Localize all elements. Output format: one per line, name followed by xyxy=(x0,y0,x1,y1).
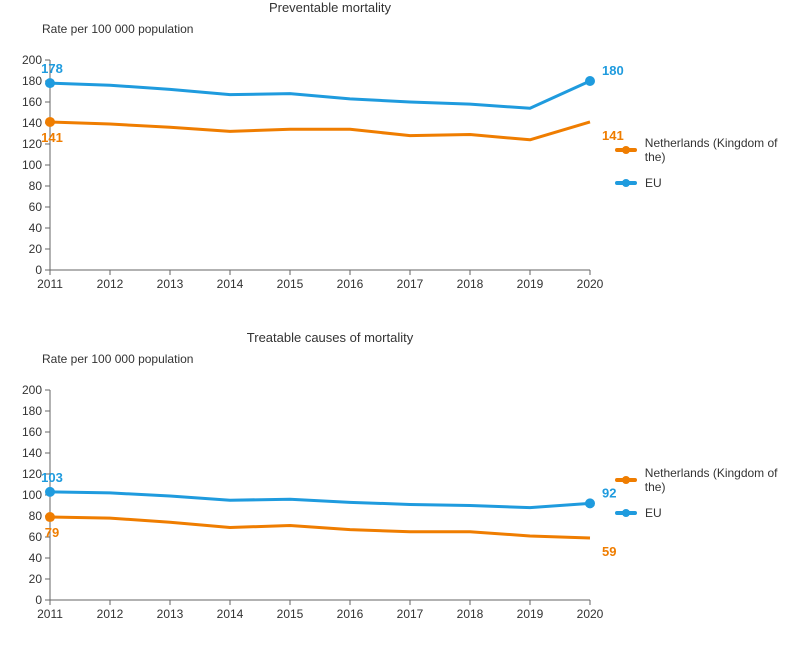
svg-text:2016: 2016 xyxy=(337,607,364,621)
svg-text:20: 20 xyxy=(29,572,43,586)
svg-text:120: 120 xyxy=(22,467,42,481)
svg-text:200: 200 xyxy=(22,53,42,67)
series-marker-eu xyxy=(585,76,595,86)
series-marker-eu xyxy=(585,498,595,508)
svg-text:80: 80 xyxy=(29,509,43,523)
series-line-eu xyxy=(50,492,590,508)
svg-text:60: 60 xyxy=(29,200,43,214)
endpoint-label-start-eu: 178 xyxy=(41,61,63,76)
svg-text:2016: 2016 xyxy=(337,277,364,291)
svg-text:2013: 2013 xyxy=(157,277,184,291)
series-marker-eu xyxy=(45,78,55,88)
svg-text:100: 100 xyxy=(22,158,42,172)
endpoint-label-start-eu: 103 xyxy=(41,470,63,485)
svg-text:2013: 2013 xyxy=(157,607,184,621)
endpoint-label-start-nl: 141 xyxy=(41,130,63,145)
legend-swatch-eu xyxy=(615,181,637,185)
svg-text:100: 100 xyxy=(22,488,42,502)
series-marker-eu xyxy=(45,487,55,497)
svg-text:2017: 2017 xyxy=(397,607,424,621)
legend-swatch-nl xyxy=(615,478,637,482)
svg-text:80: 80 xyxy=(29,179,43,193)
y-axis-label: Rate per 100 000 population xyxy=(42,22,193,36)
svg-text:160: 160 xyxy=(22,95,42,109)
svg-text:2015: 2015 xyxy=(277,607,304,621)
svg-text:2011: 2011 xyxy=(37,607,63,621)
legend-item-eu: EU xyxy=(615,506,800,520)
chart-panel-treatable: Treatable causes of mortality Rate per 10… xyxy=(0,330,800,630)
svg-text:180: 180 xyxy=(22,74,42,88)
legend: Netherlands (Kingdom of the) EU xyxy=(615,466,800,520)
svg-text:40: 40 xyxy=(29,221,43,235)
svg-text:180: 180 xyxy=(22,404,42,418)
legend-item-nl: Netherlands (Kingdom of the) xyxy=(615,136,800,164)
svg-text:2019: 2019 xyxy=(517,277,544,291)
svg-text:0: 0 xyxy=(35,593,42,607)
svg-text:2018: 2018 xyxy=(457,607,484,621)
svg-text:2012: 2012 xyxy=(97,607,124,621)
svg-text:2020: 2020 xyxy=(577,607,604,621)
chart-panel-preventable: Preventable mortality Rate per 100 000 po… xyxy=(0,0,800,300)
svg-text:0: 0 xyxy=(35,263,42,277)
svg-text:2014: 2014 xyxy=(217,607,244,621)
legend-swatch-eu xyxy=(615,511,637,515)
legend: Netherlands (Kingdom of the) EU xyxy=(615,136,800,190)
svg-text:120: 120 xyxy=(22,137,42,151)
endpoint-label-end-nl: 59 xyxy=(602,544,616,559)
svg-text:140: 140 xyxy=(22,116,42,130)
series-marker-nl xyxy=(45,117,55,127)
svg-text:200: 200 xyxy=(22,383,42,397)
legend-label: EU xyxy=(645,176,662,190)
svg-text:2014: 2014 xyxy=(217,277,244,291)
svg-text:2012: 2012 xyxy=(97,277,124,291)
svg-text:40: 40 xyxy=(29,551,43,565)
legend-item-nl: Netherlands (Kingdom of the) xyxy=(615,466,800,494)
series-line-eu xyxy=(50,81,590,108)
series-line-nl xyxy=(50,122,590,140)
svg-text:2019: 2019 xyxy=(517,607,544,621)
svg-text:2011: 2011 xyxy=(37,277,63,291)
legend-item-eu: EU xyxy=(615,176,800,190)
svg-text:2017: 2017 xyxy=(397,277,424,291)
y-axis-label: Rate per 100 000 population xyxy=(42,352,193,366)
svg-text:2015: 2015 xyxy=(277,277,304,291)
svg-text:60: 60 xyxy=(29,530,43,544)
svg-text:140: 140 xyxy=(22,446,42,460)
chart-title: Treatable causes of mortality xyxy=(0,330,800,345)
endpoint-label-start-nl: 79 xyxy=(45,525,59,540)
svg-text:20: 20 xyxy=(29,242,43,256)
svg-text:160: 160 xyxy=(22,425,42,439)
series-line-nl xyxy=(50,517,590,538)
svg-text:2018: 2018 xyxy=(457,277,484,291)
legend-swatch-nl xyxy=(615,148,637,152)
legend-label: Netherlands (Kingdom of the) xyxy=(645,466,800,494)
legend-label: EU xyxy=(645,506,662,520)
endpoint-label-end-eu: 180 xyxy=(602,63,624,78)
series-marker-nl xyxy=(45,512,55,522)
legend-label: Netherlands (Kingdom of the) xyxy=(645,136,800,164)
chart-title: Preventable mortality xyxy=(0,0,800,15)
svg-text:2020: 2020 xyxy=(577,277,604,291)
